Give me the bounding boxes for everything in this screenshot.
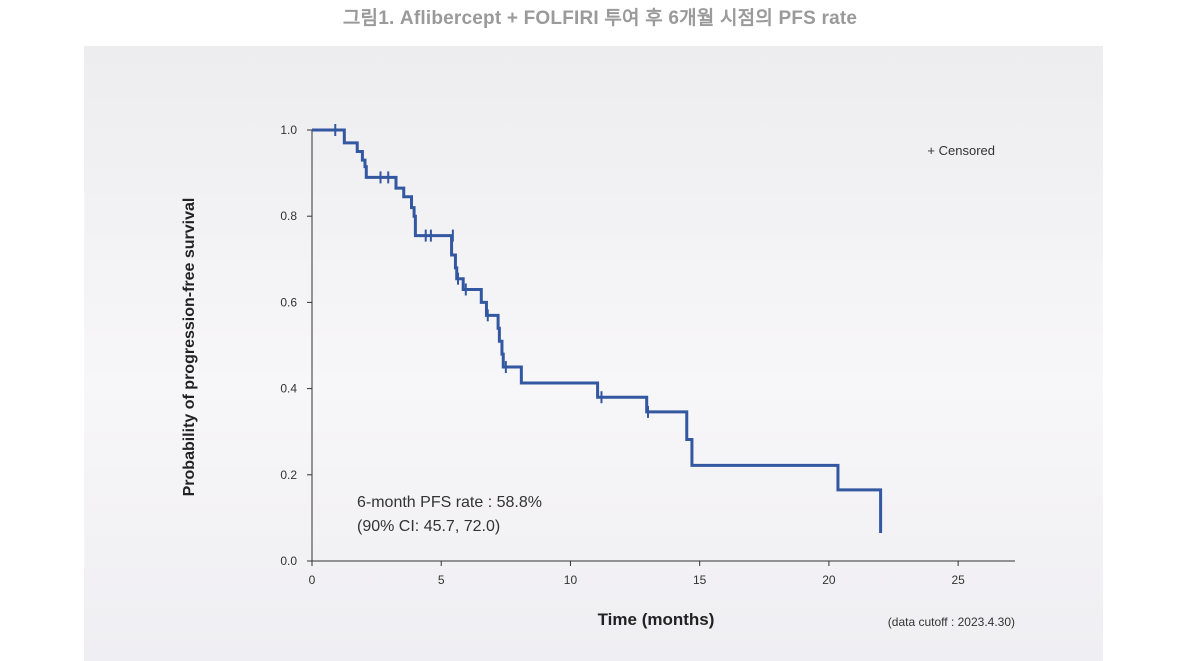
y-tick-label: 0.4 — [280, 382, 297, 396]
pfs-survival-curve — [312, 128, 883, 533]
x-tick-label: 0 — [309, 573, 316, 587]
chart-panel — [84, 46, 1103, 661]
x-tick-label: 10 — [564, 573, 578, 587]
x-tick-label: 5 — [438, 573, 445, 587]
axes — [311, 130, 1015, 562]
figure-title: 그림1. Aflibercept + FOLFIRI 투여 후 6개월 시점의 … — [342, 8, 858, 29]
ticks: 0.0 0.2 0.4 0.6 0.8 1.0 0 5 10 15 20 25 — [280, 123, 965, 587]
legend-censored: + Censored — [927, 143, 995, 158]
x-tick-label: 25 — [951, 573, 965, 587]
y-tick-label: 0.6 — [280, 295, 297, 309]
y-tick-label: 0.0 — [280, 554, 297, 568]
x-tick-label: 20 — [822, 573, 836, 587]
y-tick-label: 0.2 — [280, 468, 297, 482]
annotation-ci: (90% CI: 45.7, 72.0) — [357, 518, 500, 535]
y-tick-label: 1.0 — [280, 123, 297, 137]
curve-layer — [312, 128, 883, 533]
x-tick-label: 15 — [693, 573, 707, 587]
annotation-pfs-rate: 6-month PFS rate : 58.8% — [357, 494, 542, 511]
x-axis-label: Time (months) — [598, 610, 715, 629]
footnote-data-cutoff: (data cutoff : 2023.4.30) — [888, 615, 1015, 629]
censor-marks — [334, 124, 649, 418]
y-axis-label: Probability of progression-free survival — [181, 198, 198, 497]
y-tick-label: 0.8 — [280, 209, 297, 223]
